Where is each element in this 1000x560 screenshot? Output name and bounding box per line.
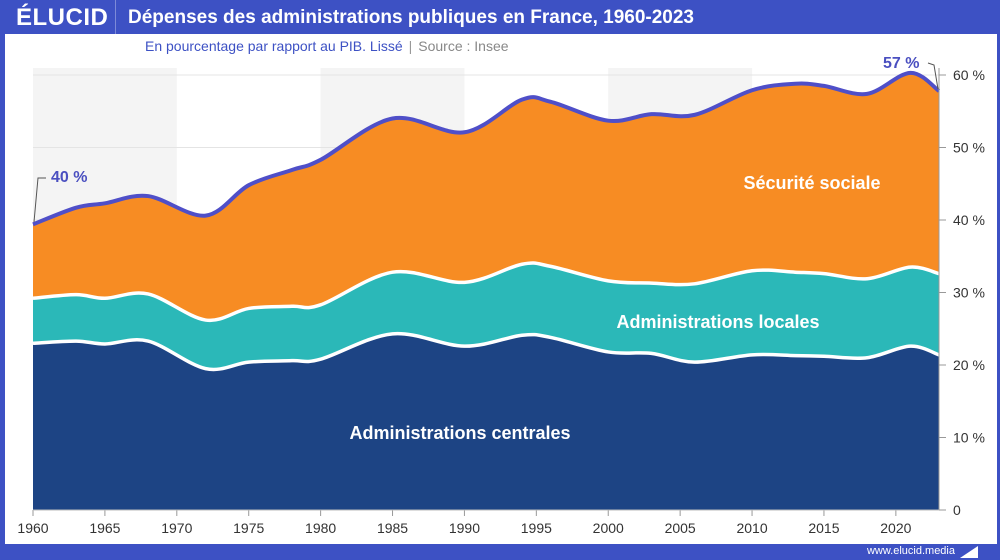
flag-icon [960,546,978,558]
y-tick-label: 30 % [953,285,985,301]
series-label-central: Administrations centrales [349,423,570,443]
x-tick-label: 1980 [305,520,336,536]
x-tick-label: 1975 [233,520,264,536]
series-label-social: Sécurité sociale [743,173,880,193]
source-text: Source : Insee [418,38,509,54]
y-tick-label: 60 % [953,67,985,83]
total-line [32,70,941,227]
series-label-local: Administrations locales [616,312,819,332]
header-divider [115,0,116,34]
x-tick-label: 1985 [377,520,408,536]
annotation-leader-end [927,62,939,90]
annotation-start: 40 % [51,169,87,186]
area-central [33,333,939,510]
x-tick-label: 1990 [449,520,480,536]
y-tick-label: 50 % [953,140,985,156]
y-tick-label: 10 % [953,430,985,446]
annotation-end: 57 % [883,55,919,72]
chart-title: Dépenses des administrations publiques e… [128,7,694,28]
x-tick-label: 2015 [808,520,839,536]
x-tick-label: 1965 [89,520,120,536]
y-tick-label: 40 % [953,212,985,228]
x-tick-label: 1995 [521,520,552,536]
x-tick-label: 2005 [665,520,696,536]
subtitle-text: En pourcentage par rapport au PIB. Lissé [145,38,403,54]
y-tick-label: 20 % [953,357,985,373]
chart-subtitle: En pourcentage par rapport au PIB. Lissé… [145,38,509,54]
boundary-line [32,261,940,323]
site-url: www.elucid.media [866,545,955,557]
header-bar: ÉLUCID Dépenses des administrations publ… [0,0,1000,34]
y-tick-label: 0 [953,502,961,518]
x-tick-label: 2020 [880,520,911,536]
boundary-line [32,331,940,372]
x-tick-label: 2010 [736,520,767,536]
x-tick-label: 1970 [161,520,192,536]
x-tick-label: 1960 [17,520,48,536]
x-tick-label: 2000 [593,520,624,536]
subtitle-separator: | [408,38,413,54]
footer-bar: www.elucid.media [0,544,1000,560]
elucid-logo: ÉLUCID [16,4,109,31]
annotation-leader-start [33,177,46,223]
